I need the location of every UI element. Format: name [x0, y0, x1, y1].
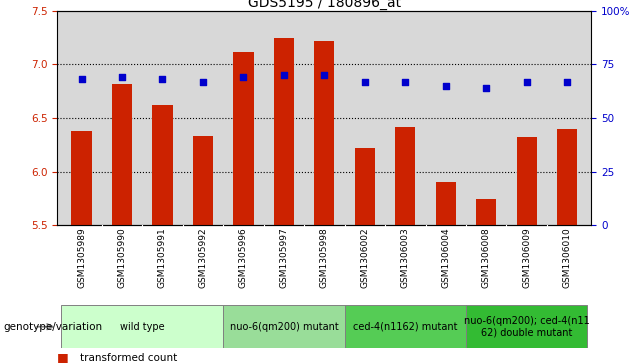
- Bar: [233, 52, 254, 225]
- Bar: [273, 38, 294, 225]
- Bar: [112, 84, 132, 225]
- Point: [319, 72, 329, 78]
- Bar: [314, 41, 335, 225]
- Text: wild type: wild type: [120, 322, 165, 332]
- Text: GSM1306010: GSM1306010: [563, 228, 572, 288]
- Text: GSM1305992: GSM1305992: [198, 228, 207, 288]
- Bar: [223, 305, 345, 348]
- Text: nuo-6(qm200); ced-4(n11
62) double mutant: nuo-6(qm200); ced-4(n11 62) double mutan…: [464, 316, 590, 338]
- Title: GDS5195 / 180896_at: GDS5195 / 180896_at: [248, 0, 401, 10]
- Text: GSM1305996: GSM1305996: [239, 228, 248, 288]
- Text: ■: ■: [57, 351, 69, 363]
- Point: [279, 72, 289, 78]
- Text: GSM1306008: GSM1306008: [481, 228, 491, 288]
- Bar: [71, 131, 92, 225]
- Bar: [516, 137, 537, 225]
- Text: GSM1306003: GSM1306003: [401, 228, 410, 288]
- Text: GSM1305989: GSM1305989: [77, 228, 86, 288]
- Bar: [355, 148, 375, 225]
- Bar: [466, 305, 588, 348]
- Text: genotype/variation: genotype/variation: [3, 322, 102, 332]
- Text: GSM1305991: GSM1305991: [158, 228, 167, 288]
- Point: [238, 74, 249, 80]
- Bar: [345, 305, 466, 348]
- Text: GSM1305997: GSM1305997: [279, 228, 288, 288]
- Text: GSM1306002: GSM1306002: [361, 228, 370, 288]
- Point: [562, 79, 572, 85]
- Text: nuo-6(qm200) mutant: nuo-6(qm200) mutant: [230, 322, 338, 332]
- Text: ced-4(n1162) mutant: ced-4(n1162) mutant: [353, 322, 457, 332]
- Point: [522, 79, 532, 85]
- Bar: [557, 129, 577, 225]
- Bar: [193, 136, 213, 225]
- Point: [400, 79, 410, 85]
- Point: [157, 77, 167, 82]
- Text: GSM1305998: GSM1305998: [320, 228, 329, 288]
- Bar: [153, 105, 172, 225]
- Bar: [395, 127, 415, 225]
- Point: [117, 74, 127, 80]
- Point: [76, 77, 86, 82]
- Text: GSM1306009: GSM1306009: [522, 228, 531, 288]
- Bar: [61, 305, 223, 348]
- Point: [360, 79, 370, 85]
- Point: [198, 79, 208, 85]
- Bar: [436, 182, 456, 225]
- Text: transformed count: transformed count: [80, 352, 177, 363]
- Bar: [476, 199, 496, 225]
- Text: GSM1306004: GSM1306004: [441, 228, 450, 288]
- Point: [481, 85, 492, 91]
- Text: GSM1305990: GSM1305990: [118, 228, 127, 288]
- Point: [441, 83, 451, 89]
